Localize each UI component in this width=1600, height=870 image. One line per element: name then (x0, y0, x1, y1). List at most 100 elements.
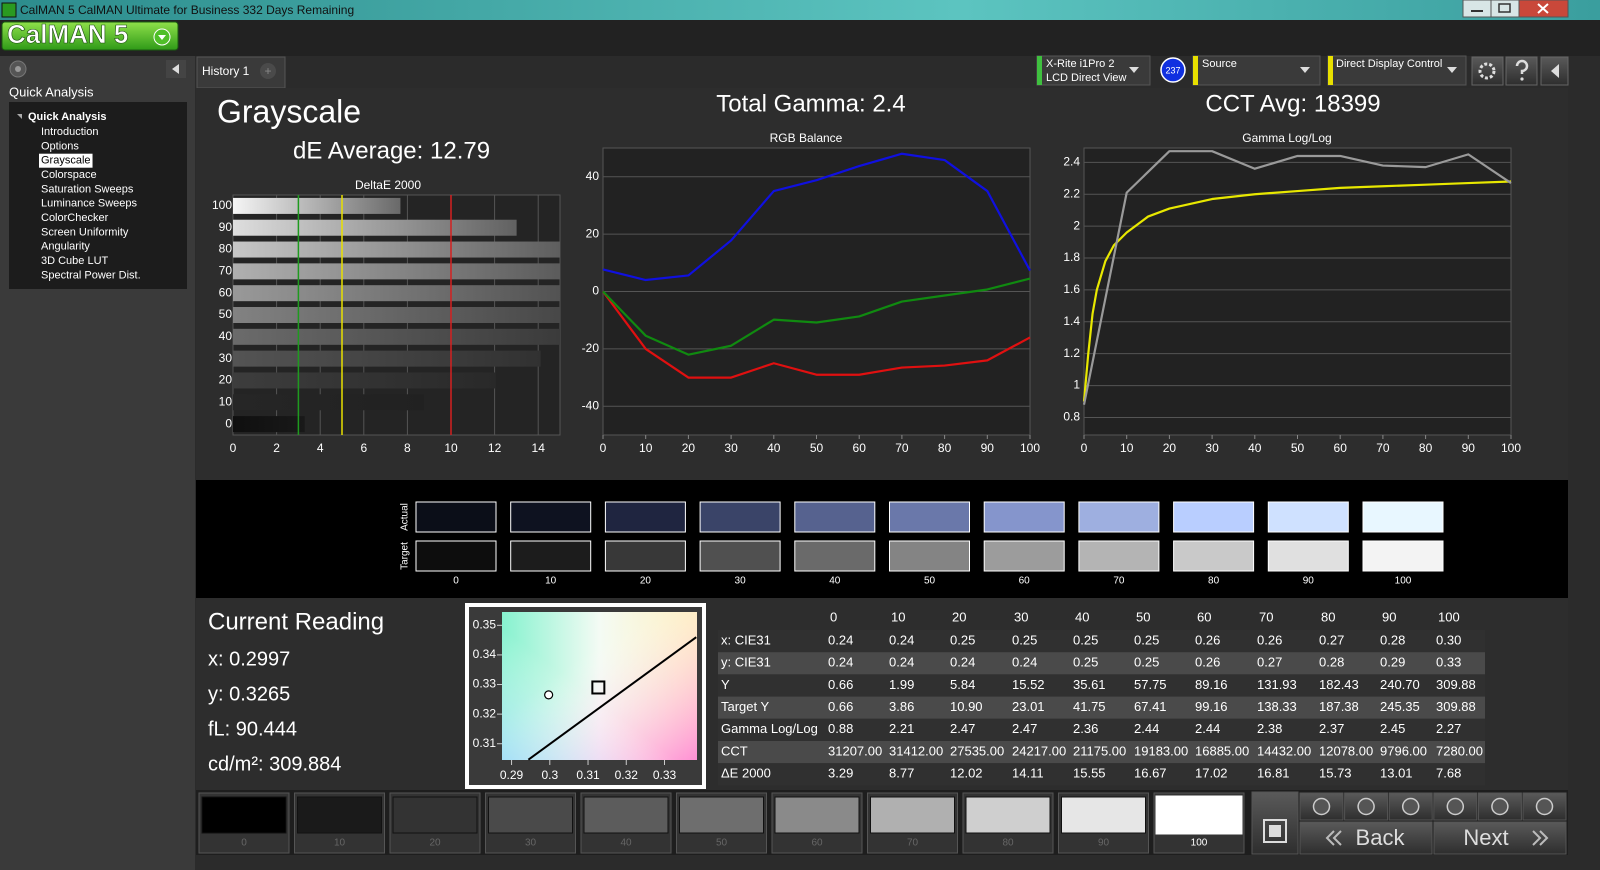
table-cell: 10.90 (950, 699, 983, 714)
bar (233, 263, 560, 280)
target-swatch (604, 540, 686, 572)
back-button[interactable] (1299, 821, 1433, 855)
window-buttons (1462, 0, 1569, 18)
table-cell: 182.43 (1319, 677, 1359, 692)
control-button[interactable] (1477, 792, 1522, 821)
table-cell: 35.61 (1073, 677, 1106, 692)
table-cell: 5.84 (950, 677, 975, 692)
table-cell: 12.02 (950, 766, 983, 781)
swatch-level: 70 (1113, 576, 1125, 587)
stop-button[interactable] (1251, 791, 1299, 855)
table-cell: 15.73 (1319, 766, 1352, 781)
source-selector[interactable] (1192, 55, 1321, 86)
top-strip (0, 20, 1600, 56)
table-row (718, 718, 1485, 741)
de-average: dE Average: 12.79 (293, 137, 490, 164)
table-cell: 0.25 (1073, 655, 1098, 670)
bar (233, 197, 401, 214)
y-tick-label: 40 (586, 169, 600, 183)
swatch-level: 50 (924, 576, 936, 587)
swatch-level: 100 (1395, 576, 1412, 587)
x-tick-label: 10 (639, 441, 653, 455)
x-tick-label: 0 (600, 441, 607, 455)
badge[interactable] (1160, 57, 1186, 83)
table-cell: 13.01 (1380, 766, 1413, 781)
x-tick-label: 20 (1163, 441, 1177, 455)
tree-item[interactable]: 3D Cube LUT (41, 255, 109, 267)
table-cell: 2.37 (1319, 721, 1344, 736)
x-tick-label: 40 (767, 441, 781, 455)
swatch-level: 0 (453, 576, 459, 587)
x-tick-label: 0 (1081, 441, 1088, 455)
tree-item[interactable]: ColorChecker (41, 212, 109, 224)
chart-title: Gamma Log/Log (1242, 131, 1331, 145)
table-cell: 31412.00 (889, 743, 943, 758)
patch-swatch (488, 796, 573, 834)
column-header: 30 (1014, 609, 1028, 624)
y-tick-label: 90 (219, 220, 233, 234)
back-icon (1325, 830, 1342, 846)
patch-label: 10 (334, 838, 346, 849)
patch-swatch (774, 796, 860, 834)
bar (233, 241, 560, 258)
tree-item[interactable]: Saturation Sweeps (41, 183, 134, 195)
y-tick-label: 1.8 (1063, 250, 1080, 264)
table-cell: 245.35 (1380, 699, 1420, 714)
stop-icon-fill (1269, 825, 1281, 837)
swatch-level: 40 (829, 576, 841, 587)
actual-swatch (1362, 501, 1444, 533)
table-row (718, 696, 1485, 719)
table-cell: 15.55 (1073, 766, 1106, 781)
y-tick-label: 2.4 (1063, 155, 1080, 169)
meter-selector[interactable] (1036, 55, 1151, 86)
settings-button[interactable] (1471, 56, 1504, 86)
dropdown-arrow (1447, 67, 1457, 73)
row-label: CCT (721, 743, 748, 758)
display-selector[interactable] (1327, 55, 1467, 86)
logo[interactable] (1, 21, 179, 51)
column-header: 70 (1259, 609, 1273, 624)
y-tick-label: 70 (219, 264, 233, 278)
table-row (718, 652, 1485, 675)
patch-label: 40 (620, 838, 632, 849)
patch-label: 90 (1098, 838, 1110, 849)
add-tab[interactable] (260, 63, 276, 79)
tree-item[interactable]: Luminance Sweeps (41, 198, 138, 210)
add-tab-label: + (264, 64, 271, 78)
tree-item[interactable]: Introduction (41, 126, 98, 138)
y-tick-label: -40 (582, 398, 600, 412)
tree-item[interactable]: Grayscale (41, 155, 91, 167)
total-gamma: Total Gamma: 2.4 (716, 90, 905, 117)
tree-expander[interactable] (17, 114, 22, 119)
table-cell: 0.66 (828, 677, 853, 692)
tree-item[interactable]: Options (41, 140, 79, 152)
tree-item[interactable]: Angularity (41, 241, 90, 253)
target-swatch (1078, 540, 1160, 572)
x-tick-label: 60 (1334, 441, 1348, 455)
tree-item[interactable]: Spectral Power Dist. (41, 269, 141, 281)
y-tick-label: 0.34 (473, 647, 497, 661)
x-tick-label: 60 (853, 441, 867, 455)
x-tick-label: 8 (404, 441, 411, 455)
target-swatch (510, 540, 592, 572)
tree-item[interactable]: Colorspace (41, 169, 97, 181)
table-cell: 0.25 (950, 632, 975, 647)
y-tick-label: 2 (1073, 218, 1080, 232)
column-header: 40 (1075, 609, 1089, 624)
series-line (1082, 150, 1512, 405)
meter-status (1037, 56, 1042, 85)
table-cell: 89.16 (1195, 677, 1228, 692)
table-cell: 0.29 (1380, 655, 1405, 670)
swatch-level: 80 (1208, 576, 1220, 587)
minimize-button[interactable] (1462, 0, 1492, 18)
maximize-button[interactable] (1490, 0, 1520, 18)
actual-swatch (983, 501, 1065, 533)
patch-swatch (1061, 796, 1146, 834)
target-label: Target (400, 542, 411, 570)
y-tick-label: 1.2 (1063, 346, 1080, 360)
tree-item[interactable]: Screen Uniformity (41, 226, 129, 238)
next-button[interactable] (1433, 821, 1567, 855)
actual-swatch (699, 501, 781, 533)
table-cell: 2.44 (1195, 721, 1220, 736)
